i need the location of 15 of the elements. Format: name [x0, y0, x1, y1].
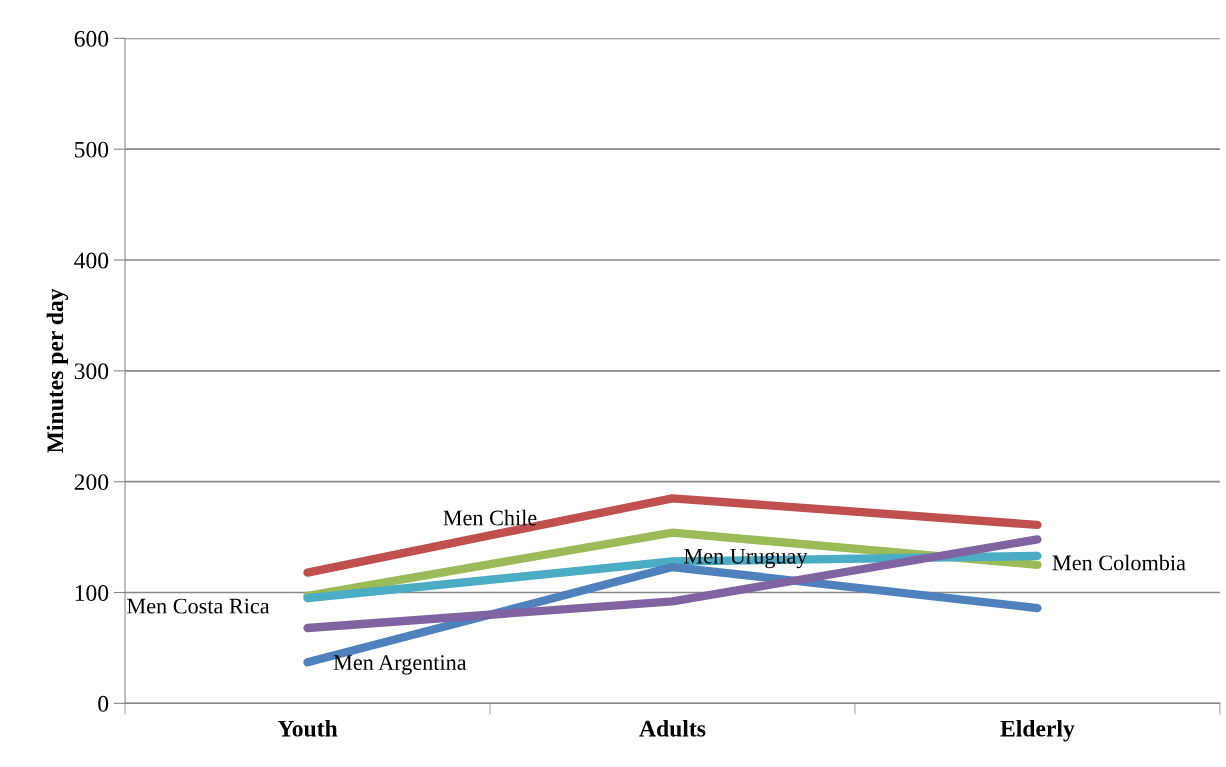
x-tick-label: Elderly	[1000, 720, 1075, 742]
y-tick-label: 600	[74, 30, 109, 47]
y-tick-label: 100	[75, 585, 109, 601]
y-axis-title: Minutes per day	[46, 288, 69, 453]
x-tick-label: Youth	[277, 720, 338, 737]
series-label: Men Argentina	[333, 655, 467, 675]
series-label: Men Chile	[443, 509, 537, 526]
x-tick-label: Adults	[639, 720, 706, 737]
y-tick-label: 400	[74, 252, 109, 269]
y-tick-label: 0	[98, 695, 109, 712]
series-label: Men Costa Rica	[127, 598, 270, 614]
y-tick-label: 300	[74, 363, 109, 380]
y-tick-label: 200	[74, 474, 109, 491]
series-label: Men Colombia	[1052, 554, 1186, 571]
y-tick-label: 500	[75, 141, 109, 158]
